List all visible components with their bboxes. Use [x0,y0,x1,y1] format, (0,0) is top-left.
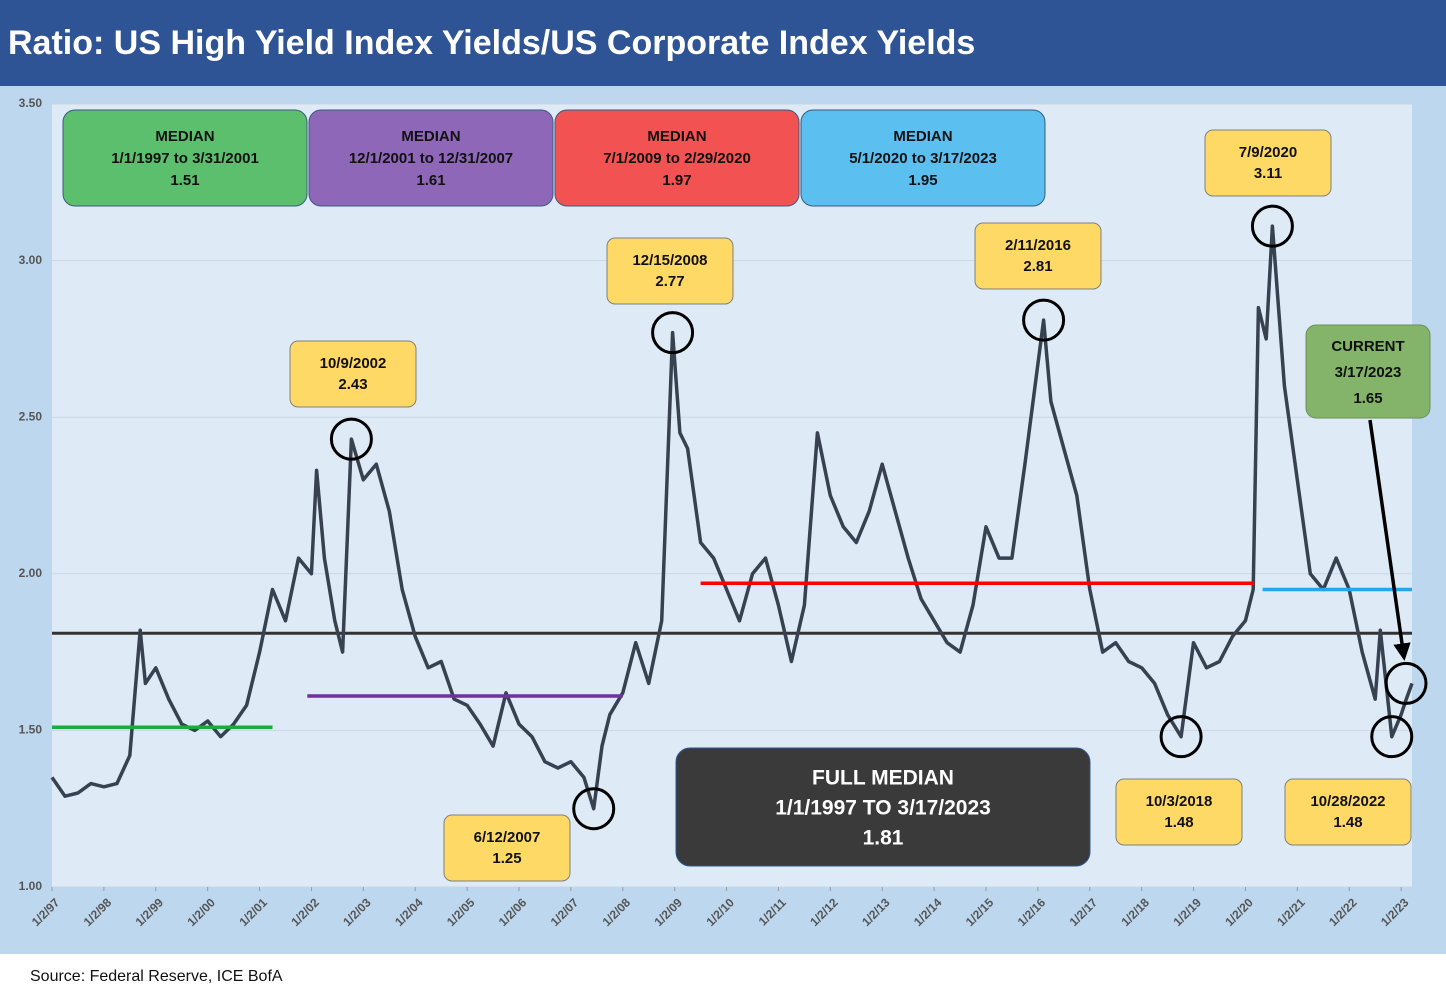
peak-circle [329,417,373,461]
y-tick-label: 3.50 [19,96,43,110]
annotation-box [1284,778,1412,846]
annotation-box [606,237,734,305]
current-date: 3/17/2023 [1335,364,1402,381]
source: Source: Federal Reserve, ICE BofA [30,968,283,985]
median-value: 1.61 [416,172,445,189]
annotation-box [443,814,571,882]
y-tick-label: 3.00 [19,253,43,267]
peak-circle [572,787,616,831]
annotation-value: 2.77 [655,273,684,290]
peak-circle [651,311,695,355]
full-median-period: 1/1/1997 TO 3/17/2023 [775,797,991,820]
annotation-value: 1.48 [1333,814,1362,831]
median-value: 1.95 [908,172,937,189]
chart-title: Ratio: US High Yield Index Yields/US Cor… [8,24,975,62]
median-period: 7/1/2009 to 2/29/2020 [603,150,751,167]
median-title: MEDIAN [401,128,460,145]
median-box [554,109,800,207]
annotation-box [289,340,417,408]
current-title: CURRENT [1331,338,1404,355]
median-period: 1/1/1997 to 3/31/2001 [111,150,259,167]
median-value: 1.51 [170,172,199,189]
series-line [50,224,1414,811]
annotation-date: 10/9/2002 [320,355,387,372]
annotation-value: 2.43 [338,376,367,393]
current-box [1305,324,1431,419]
y-tick-label: 1.00 [19,879,43,893]
median-title: MEDIAN [893,128,952,145]
median-period: 12/1/2001 to 12/31/2007 [349,150,513,167]
peak-circle [1159,715,1203,759]
annotation-date: 6/12/2007 [474,829,541,846]
median-box [800,109,1046,207]
median-title: MEDIAN [155,128,214,145]
median-box [62,109,308,207]
median-value: 1.97 [662,172,691,189]
y-tick-label: 2.50 [19,409,43,423]
annotation-box [1115,778,1243,846]
full-median-title: FULL MEDIAN [812,767,954,790]
annotation-date: 7/9/2020 [1239,144,1297,161]
peak-circle [1250,204,1294,248]
current-circle [1384,661,1428,705]
median-period: 5/1/2020 to 3/17/2023 [849,150,997,167]
annotation-date: 10/3/2018 [1146,793,1213,810]
current-arrow [1368,419,1411,661]
annotation-value: 3.11 [1254,165,1282,182]
peak-circle [1370,715,1414,759]
annotation-date: 12/15/2008 [632,252,707,269]
annotation-box [1204,129,1332,197]
annotation-value: 1.48 [1164,814,1193,831]
annotation-date: 10/28/2022 [1310,793,1385,810]
full-median-value: 1.81 [863,827,904,850]
full-median-box [675,747,1091,867]
footer [0,954,1446,1000]
peak-circle [1022,298,1066,342]
annotation-box [974,222,1102,290]
median-title: MEDIAN [647,128,706,145]
annotation-date: 2/11/2016 [1005,237,1071,254]
y-tick-label: 1.50 [19,723,43,737]
annotation-value: 1.25 [492,850,521,867]
y-tick-label: 2.00 [19,566,43,580]
title-bar [0,0,1446,86]
current-value: 1.65 [1353,390,1382,407]
annotation-value: 2.81 [1023,258,1052,275]
median-box [308,109,554,207]
